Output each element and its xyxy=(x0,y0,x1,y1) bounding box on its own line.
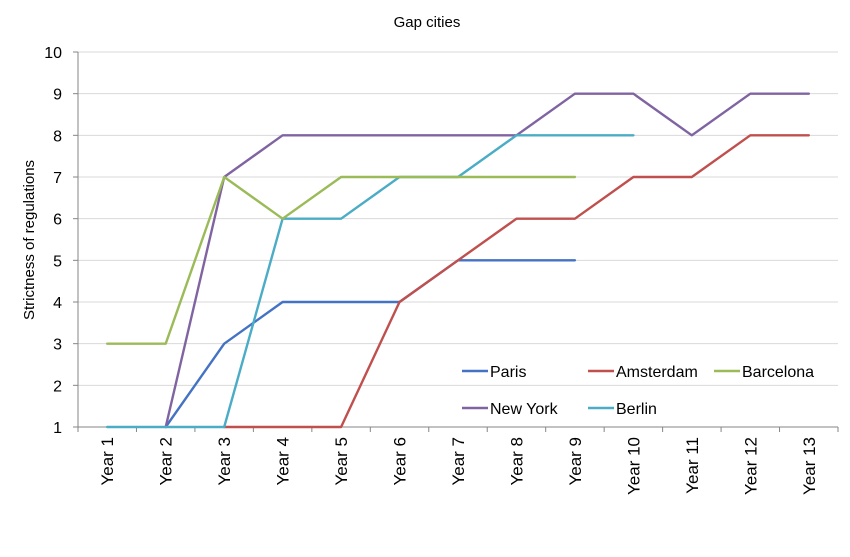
axes xyxy=(73,51,839,432)
legend-label-new-york: New York xyxy=(490,401,559,418)
y-tick-label: 8 xyxy=(53,128,62,145)
x-tick-label: Year 6 xyxy=(391,437,410,486)
x-tick-label: Year 2 xyxy=(157,437,176,486)
series-line-barcelona xyxy=(105,175,577,345)
y-tick-label: 5 xyxy=(53,253,62,270)
y-tick-label: 2 xyxy=(53,378,62,395)
x-tick-label: Year 3 xyxy=(215,437,234,486)
chart-title: Gap cities xyxy=(394,14,461,31)
legend-label-amsterdam: Amsterdam xyxy=(616,364,698,381)
x-tick-label: Year 7 xyxy=(449,437,468,486)
y-tick-labels: 1 2 3 4 5 6 7 8 9 10 xyxy=(44,45,62,437)
gridlines xyxy=(78,51,838,386)
x-tick-label: Year 5 xyxy=(332,437,351,486)
series-line-paris xyxy=(164,259,577,429)
legend-label-berlin: Berlin xyxy=(616,401,657,418)
x-tick-label: Year 11 xyxy=(683,437,702,494)
legend: Paris Amsterdam Barcelona New York Berlin xyxy=(462,364,814,418)
x-tick-label: Year 8 xyxy=(507,437,526,486)
y-tick-label: 3 xyxy=(53,337,62,354)
series-lines xyxy=(105,92,810,429)
y-axis-title: Strictness of regulations xyxy=(21,160,38,320)
x-tick-label: Year 12 xyxy=(741,437,760,495)
y-tick-label: 7 xyxy=(53,170,62,187)
x-tick-labels: Year 1 Year 2 Year 3 Year 4 Year 5 Year 6 Year… xyxy=(98,437,819,495)
x-tick-label: Year 4 xyxy=(274,437,293,486)
series-line-berlin xyxy=(105,134,635,429)
y-tick-label: 1 xyxy=(53,420,62,437)
series-line-amsterdam xyxy=(222,134,810,429)
x-tick-label: Year 9 xyxy=(566,437,585,486)
legend-label-barcelona: Barcelona xyxy=(742,364,814,381)
x-tick-label: Year 13 xyxy=(800,437,819,495)
x-tick-label: Year 1 xyxy=(98,437,117,486)
y-tick-label: 10 xyxy=(44,45,62,62)
y-tick-label: 4 xyxy=(53,295,62,312)
legend-label-paris: Paris xyxy=(490,364,526,381)
series-line-new-york xyxy=(164,92,810,429)
y-tick-label: 6 xyxy=(53,212,62,229)
y-tick-label: 9 xyxy=(53,87,62,104)
x-tick-label: Year 10 xyxy=(624,437,643,495)
